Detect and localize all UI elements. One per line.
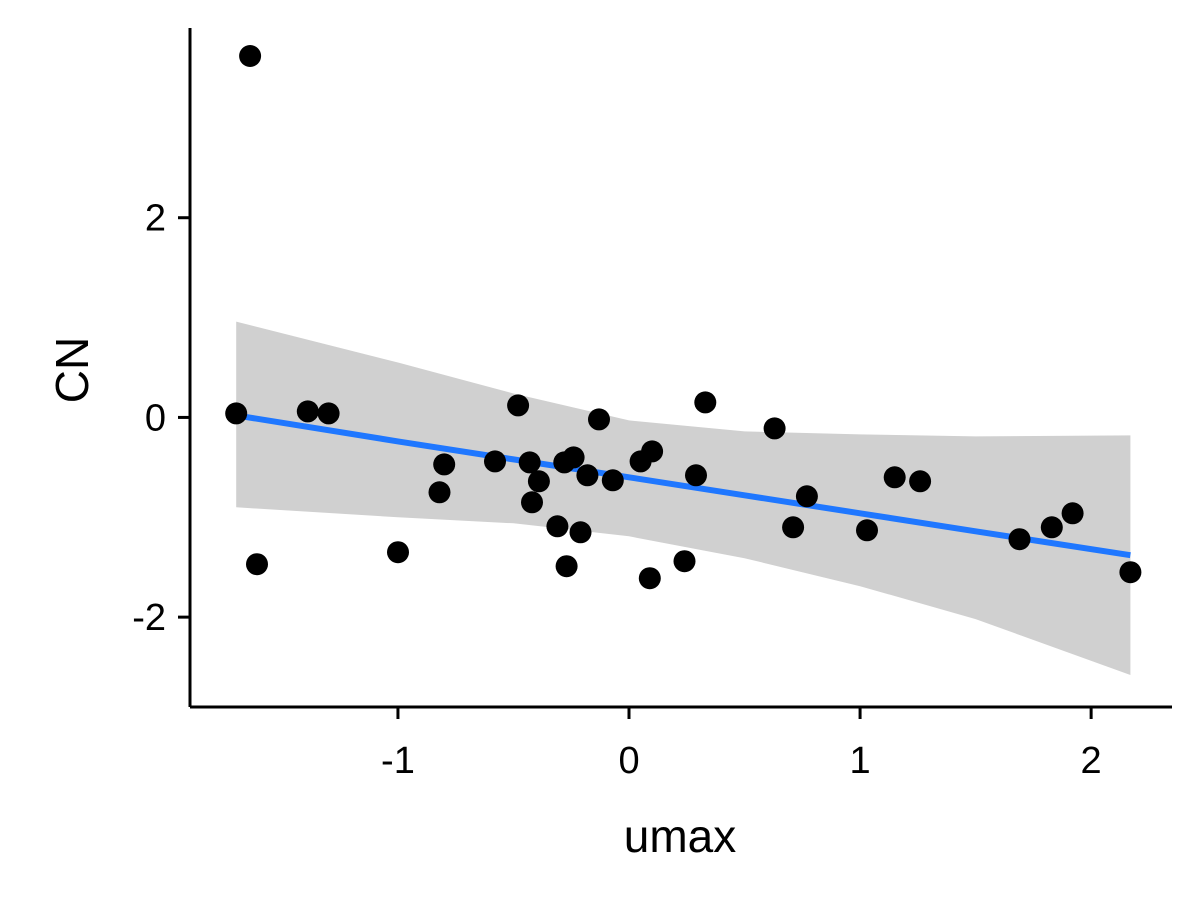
data-point	[507, 394, 530, 417]
x-axis-title: umax	[624, 810, 736, 862]
data-point	[909, 470, 932, 493]
data-point	[569, 521, 592, 544]
data-points-layer	[225, 45, 1142, 590]
data-point	[795, 485, 818, 508]
data-point	[694, 391, 717, 414]
confidence-band	[236, 321, 1131, 675]
data-point	[588, 408, 610, 431]
data-point	[782, 516, 805, 539]
data-point	[518, 451, 541, 474]
data-point	[317, 402, 340, 425]
data-point	[433, 453, 456, 476]
x-tick-label: 2	[1081, 740, 1102, 782]
data-point	[883, 466, 906, 489]
data-point	[1119, 561, 1142, 584]
axes-layer: -1 0 1 2 -2 0 2	[132, 28, 1172, 782]
confidence-band-layer	[236, 321, 1131, 675]
data-point	[521, 491, 543, 514]
data-point	[576, 464, 599, 487]
x-tick-label: 1	[850, 740, 871, 782]
data-point	[1061, 502, 1084, 525]
y-axis-title: CN	[46, 337, 98, 403]
y-tick-label: -2	[132, 597, 166, 639]
data-point	[685, 464, 707, 487]
data-point	[428, 481, 451, 504]
x-tick-label: 0	[618, 740, 639, 782]
data-point	[239, 45, 262, 67]
data-point	[673, 550, 696, 573]
data-point	[1008, 528, 1031, 551]
data-point	[546, 515, 569, 538]
x-tick-label: -1	[381, 740, 415, 782]
data-point	[387, 541, 409, 564]
fit-line-layer	[235, 412, 1131, 559]
data-point	[484, 450, 506, 473]
data-point	[638, 567, 661, 590]
data-point	[641, 440, 664, 463]
data-point	[562, 446, 585, 469]
data-point	[601, 469, 624, 492]
data-point	[296, 400, 319, 423]
data-point	[1040, 516, 1063, 539]
y-tick-label: 0	[145, 397, 166, 439]
data-point	[527, 470, 550, 493]
y-tick-label: 2	[145, 198, 166, 240]
data-point	[856, 519, 878, 542]
data-point	[225, 402, 248, 425]
data-point	[246, 553, 268, 576]
data-point	[555, 555, 578, 578]
regression-line	[235, 412, 1131, 559]
data-point	[763, 417, 786, 440]
